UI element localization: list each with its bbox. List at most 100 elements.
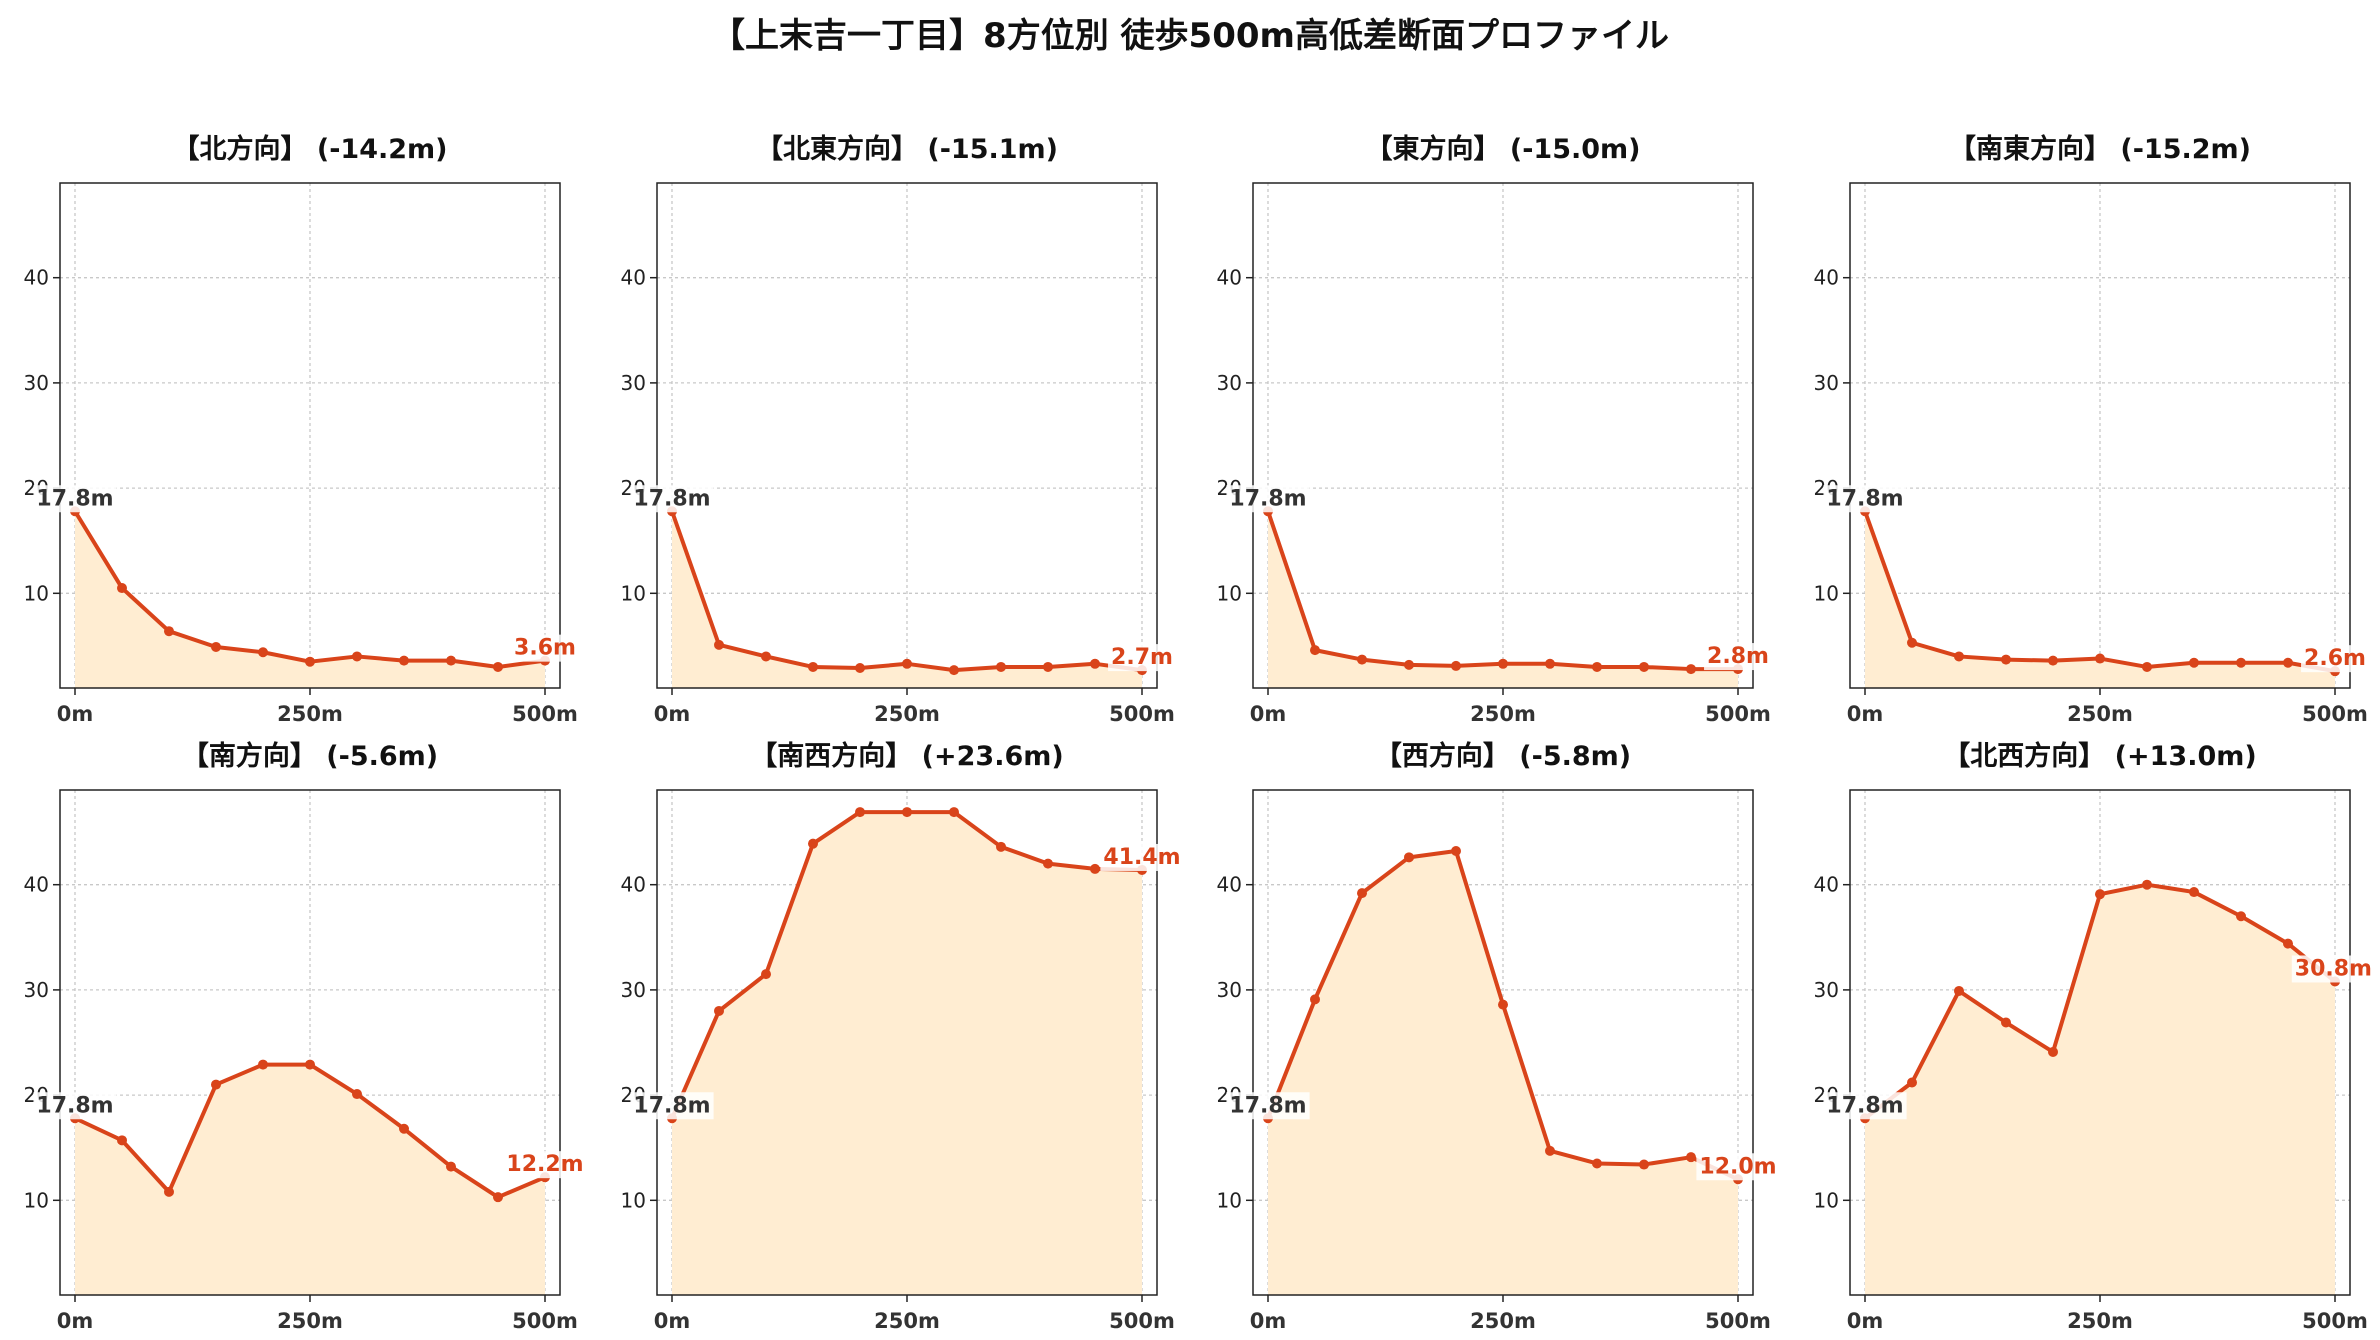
profile-point: [1404, 659, 1414, 670]
x-tick-label: 0m: [57, 1309, 94, 1333]
start-label-box: [630, 485, 714, 513]
panel-title: 【南東方向】 (-15.2m): [1949, 133, 2251, 165]
profile-area: [1268, 851, 1738, 1295]
profile-point: [1310, 645, 1320, 656]
profile-point: [2283, 938, 2293, 949]
profile-point: [2095, 653, 2105, 664]
profile-point: [399, 655, 409, 666]
y-tick-label: 30: [1814, 371, 1839, 395]
y-tick-label: 40: [621, 266, 646, 290]
profile-panel-1: 102030400m250m500m【北東方向】 (-15.1m)17.8m2.…: [621, 133, 1176, 726]
profile-point: [1592, 1158, 1602, 1169]
profile-point: [1498, 999, 1508, 1010]
start-elevation-label: 17.8m: [1229, 486, 1306, 511]
y-tick-label: 10: [621, 1188, 646, 1212]
profile-point: [1907, 1077, 1917, 1088]
panel-title: 【北東方向】 (-15.1m): [756, 133, 1058, 165]
profile-point: [211, 1079, 221, 1090]
y-tick-label: 30: [24, 978, 49, 1002]
y-tick-label: 30: [1814, 978, 1839, 1002]
x-tick-label: 250m: [1470, 702, 1536, 726]
x-tick-label: 500m: [1109, 702, 1175, 726]
x-tick-label: 500m: [512, 702, 578, 726]
panel-title: 【西方向】 (-5.8m): [1375, 740, 1631, 772]
start-elevation-label: 17.8m: [1229, 1093, 1306, 1118]
profile-point: [1357, 888, 1367, 899]
profile-panel-2: 102030400m250m500m【東方向】 (-15.0m)17.8m2.8…: [1217, 133, 1772, 726]
profile-area: [1865, 511, 2335, 688]
profile-point: [855, 807, 865, 818]
profile-point: [902, 807, 912, 818]
x-tick-label: 0m: [654, 1309, 691, 1333]
profile-point: [808, 661, 818, 672]
profile-point: [1545, 1145, 1555, 1156]
profile-point: [2048, 655, 2058, 666]
profile-panel-6: 102030400m250m500m【西方向】 (-5.8m)17.8m12.0…: [1217, 740, 1780, 1333]
end-elevation-label: 2.7m: [1111, 645, 1173, 670]
profile-point: [399, 1123, 409, 1134]
profile-point: [902, 658, 912, 669]
start-elevation-label: 17.8m: [36, 486, 113, 511]
profile-point: [1404, 852, 1414, 863]
profile-area: [1865, 884, 2335, 1295]
x-tick-label: 250m: [874, 702, 940, 726]
end-elevation-label: 41.4m: [1103, 845, 1180, 870]
y-tick-label: 30: [1217, 371, 1242, 395]
profile-point: [1090, 863, 1100, 874]
end-elevation-label: 2.8m: [1707, 644, 1769, 669]
y-tick-label: 40: [24, 873, 49, 897]
y-tick-label: 40: [24, 266, 49, 290]
y-tick-label: 10: [1217, 581, 1242, 605]
profile-point: [446, 1161, 456, 1172]
start-label-box: [33, 485, 117, 513]
profile-area: [75, 1064, 545, 1295]
profile-point: [1090, 658, 1100, 669]
y-tick-label: 10: [1814, 1188, 1839, 1212]
y-tick-label: 40: [1814, 873, 1839, 897]
end-label-box: [2291, 955, 2375, 983]
profile-point: [808, 838, 818, 849]
profile-point: [1451, 660, 1461, 671]
profile-point: [2001, 654, 2011, 665]
profile-point: [714, 639, 724, 650]
panel-title: 【北西方向】 (+13.0m): [1943, 740, 2256, 772]
profile-area: [75, 511, 545, 688]
x-tick-label: 250m: [277, 702, 343, 726]
profile-area: [672, 511, 1142, 688]
profile-panel-3: 102030400m250m500m【南東方向】 (-15.2m)17.8m2.…: [1814, 133, 2369, 726]
end-elevation-label: 12.2m: [506, 1152, 583, 1177]
profile-point: [1592, 661, 1602, 672]
panel-title: 【北方向】 (-14.2m): [172, 133, 447, 165]
profile-point: [305, 656, 315, 667]
profile-point: [1686, 1152, 1696, 1163]
profile-point: [996, 841, 1006, 852]
profile-point: [305, 1059, 315, 1070]
profile-point: [761, 969, 771, 980]
profile-point: [1907, 637, 1917, 648]
profile-point: [1043, 858, 1053, 869]
start-elevation-label: 17.8m: [633, 1093, 710, 1118]
y-tick-label: 40: [621, 873, 646, 897]
start-label-box: [630, 1092, 714, 1120]
panel-title: 【南西方向】 (+23.6m): [750, 740, 1063, 772]
profile-point: [117, 583, 127, 594]
start-elevation-label: 17.8m: [633, 486, 710, 511]
figure-title: 【上末吉一丁目】8方位別 徒歩500m高低差断面プロファイル: [711, 16, 1669, 56]
start-elevation-label: 17.8m: [1826, 1093, 1903, 1118]
start-label-box: [1823, 485, 1907, 513]
y-tick-label: 30: [621, 978, 646, 1002]
x-tick-label: 0m: [1847, 1309, 1884, 1333]
y-tick-label: 10: [24, 1188, 49, 1212]
end-label-box: [1100, 843, 1184, 871]
profile-point: [1310, 994, 1320, 1005]
profile-point: [446, 655, 456, 666]
x-tick-label: 500m: [2302, 702, 2368, 726]
profile-point: [996, 661, 1006, 672]
profile-point: [2189, 657, 2199, 668]
end-label-box: [1108, 644, 1176, 672]
profile-point: [1954, 985, 1964, 996]
start-label-box: [1226, 485, 1310, 513]
y-tick-label: 10: [1217, 1188, 1242, 1212]
profile-point: [1043, 661, 1053, 672]
panel-title: 【東方向】 (-15.0m): [1365, 133, 1640, 165]
